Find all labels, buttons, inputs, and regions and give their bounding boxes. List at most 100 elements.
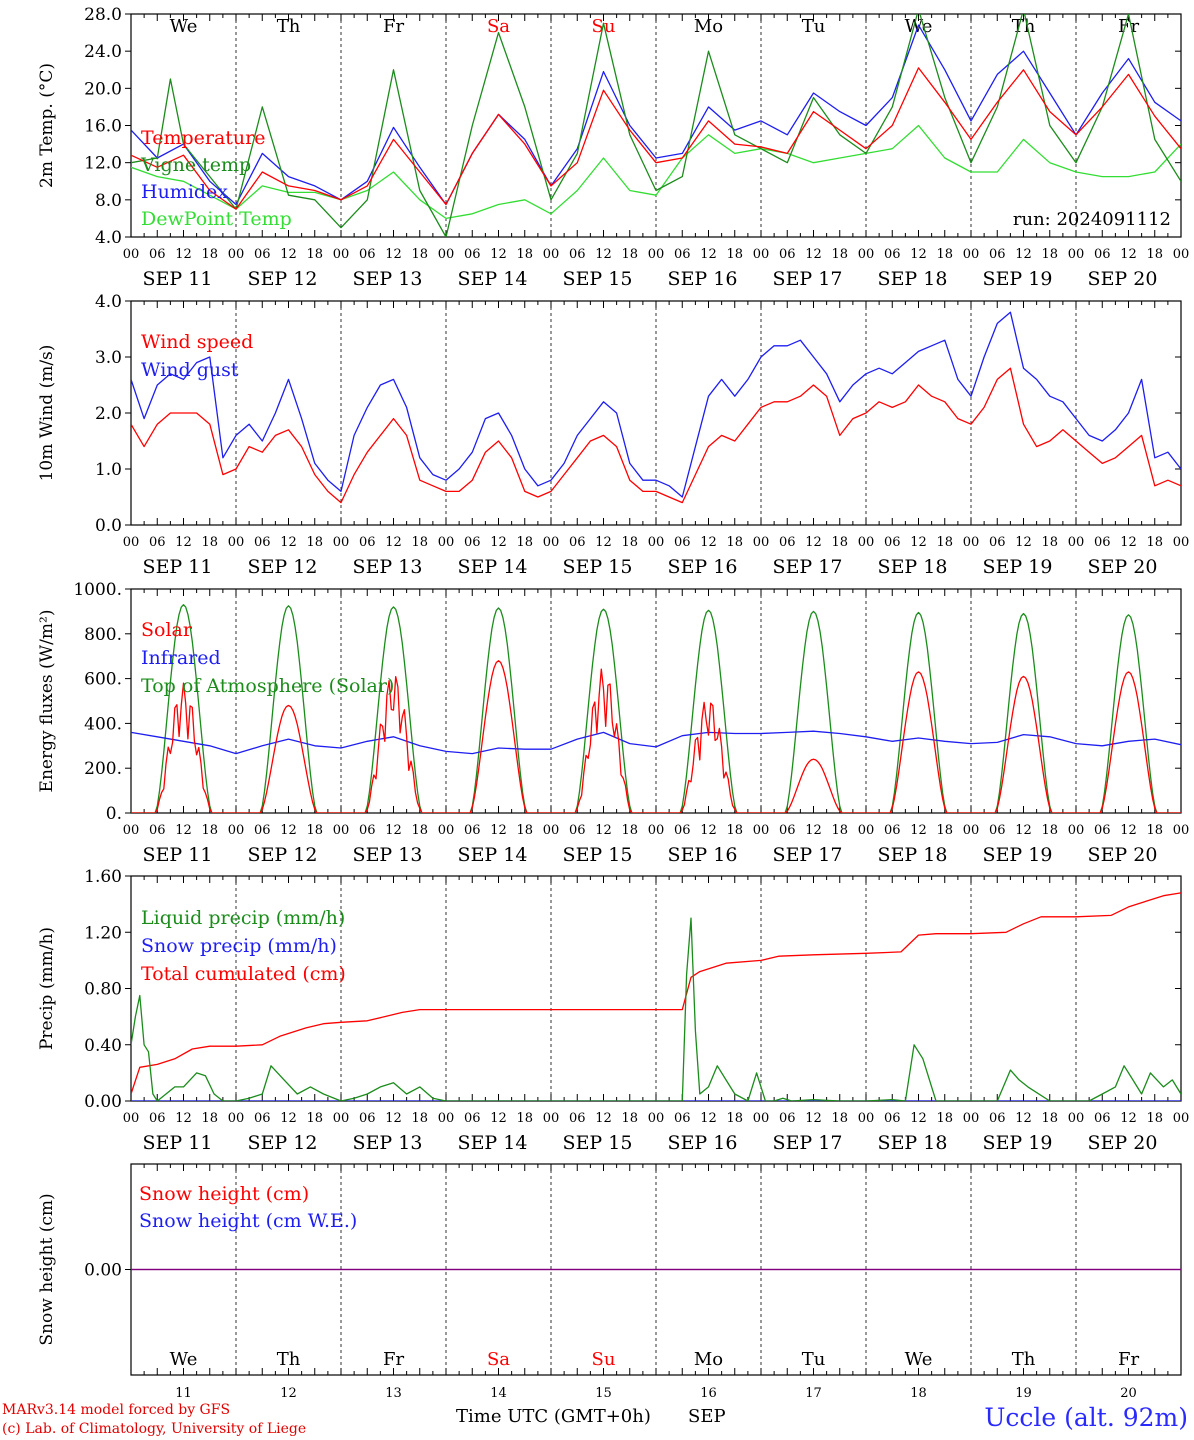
hour-label: 18: [621, 247, 638, 262]
date-label: SEP 17: [773, 268, 843, 290]
y-tick-label: 0.00: [84, 1092, 122, 1112]
hour-label: 18: [726, 247, 743, 262]
hour-label: 12: [280, 1111, 297, 1126]
legend-entry: Total cumulated (cm): [141, 963, 346, 985]
hour-label: 00: [333, 535, 350, 550]
date-label: SEP 13: [353, 556, 423, 578]
date-label: SEP 19: [983, 1132, 1053, 1154]
day-name: We: [170, 1349, 198, 1370]
hour-label: 00: [1173, 823, 1190, 838]
date-label: SEP 19: [983, 844, 1053, 866]
date-label: SEP 14: [458, 844, 528, 866]
hour-label: 18: [621, 823, 638, 838]
hour-label: 00: [543, 535, 560, 550]
hour-label: 00: [543, 823, 560, 838]
hour-label: 00: [333, 1111, 350, 1126]
hour-label: 18: [936, 823, 953, 838]
hour-label: 12: [805, 1111, 822, 1126]
hour-label: 06: [989, 535, 1006, 550]
hour-label: 18: [411, 535, 428, 550]
date-number-label: 19: [1015, 1386, 1032, 1401]
hour-label: 12: [595, 1111, 612, 1126]
hour-label: 00: [228, 1111, 245, 1126]
series-line-top-of-atmosphere-solar: [131, 604, 1181, 813]
day-name: Tu: [802, 16, 826, 37]
date-label: SEP 18: [878, 1132, 948, 1154]
hour-label: 18: [306, 247, 323, 262]
hour-label: 06: [149, 823, 166, 838]
hour-label: 18: [621, 1111, 638, 1126]
y-tick-label: 1.0: [95, 460, 122, 480]
hour-label: 18: [516, 247, 533, 262]
hour-label: 12: [595, 247, 612, 262]
day-name: Sa: [487, 16, 510, 37]
date-label: SEP 15: [563, 1132, 633, 1154]
series-group: [131, 892, 1181, 1101]
y-tick-label: 0.40: [84, 1036, 122, 1056]
plot-frame: [130, 588, 1182, 814]
day-name: Th: [277, 16, 301, 37]
hour-label: 18: [1041, 823, 1058, 838]
hour-label: 18: [306, 535, 323, 550]
legend-entry: Humidex: [141, 181, 228, 203]
date-label: SEP 11: [143, 556, 213, 578]
day-name: Th: [1012, 1349, 1036, 1370]
date-label: SEP 15: [563, 556, 633, 578]
date-label: SEP 18: [878, 556, 948, 578]
hour-label: 18: [726, 1111, 743, 1126]
x-axis-title: Time UTC (GMT+0h): [456, 1406, 651, 1427]
series-line-infrared: [131, 730, 1181, 755]
series-line-wind-gust: [131, 311, 1181, 498]
date-label: SEP 13: [353, 268, 423, 290]
legend-entry: DewPoint Temp: [141, 208, 292, 230]
series-line-solar: [131, 660, 1181, 813]
date-number-label: 13: [385, 1386, 402, 1401]
y-tick-label: 0.00: [84, 1261, 122, 1281]
hour-label: 12: [385, 535, 402, 550]
hour-label: 00: [648, 1111, 665, 1126]
hour-label: 06: [674, 535, 691, 550]
y-tick-label: 600.: [84, 670, 122, 690]
date-label: SEP 16: [668, 556, 738, 578]
hour-label: 06: [359, 1111, 376, 1126]
y-tick-label: 0.0: [95, 516, 122, 536]
y-tick-label: 2.0: [95, 404, 122, 424]
hour-label: 18: [1146, 535, 1163, 550]
hour-label: 06: [149, 247, 166, 262]
y-tick-label: 0.80: [84, 980, 122, 1000]
hour-label: 00: [858, 247, 875, 262]
hour-label: 06: [464, 1111, 481, 1126]
y-tick-label: 20.0: [84, 79, 122, 99]
hour-label: 12: [175, 823, 192, 838]
hour-label: 00: [1173, 247, 1190, 262]
hour-label: 06: [464, 247, 481, 262]
hour-label: 12: [385, 1111, 402, 1126]
hour-label: 18: [936, 535, 953, 550]
hour-label: 18: [201, 535, 218, 550]
y-tick-label: 800.: [84, 625, 122, 645]
hour-label: 06: [569, 1111, 586, 1126]
day-name: We: [170, 16, 198, 37]
hour-label: 00: [963, 247, 980, 262]
y-tick-label: 3.0: [95, 348, 122, 368]
date-label: SEP 13: [353, 1132, 423, 1154]
hour-label: 06: [674, 247, 691, 262]
hour-label: 06: [1094, 535, 1111, 550]
y-axis-label: Snow height (cm): [37, 1193, 57, 1345]
hour-label: 00: [858, 535, 875, 550]
y-axis-label: Energy fluxes (W/m²): [37, 610, 57, 793]
hour-label: 18: [201, 247, 218, 262]
hour-label: 12: [700, 823, 717, 838]
hour-label: 12: [1015, 823, 1032, 838]
hour-label: 00: [753, 823, 770, 838]
hour-label: 18: [411, 1111, 428, 1126]
hour-label: 06: [359, 823, 376, 838]
hour-label: 12: [280, 535, 297, 550]
legend-entry: Top of Atmosphere (Solar): [141, 675, 394, 697]
y-tick-label: 8.0: [95, 191, 122, 211]
hour-label: 00: [753, 535, 770, 550]
date-label: SEP 13: [353, 844, 423, 866]
y-tick-label: 4.0: [95, 228, 122, 248]
hour-label: 12: [175, 247, 192, 262]
series-line-temperature: [131, 67, 1181, 210]
